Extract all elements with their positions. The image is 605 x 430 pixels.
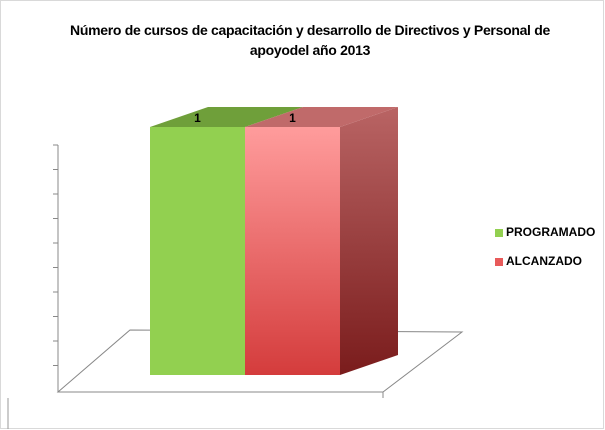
legend-swatch — [495, 258, 503, 266]
legend-label: PROGRAMADO — [506, 225, 595, 239]
legend: PROGRAMADO ALCANZADO — [495, 225, 595, 268]
legend-label: ALCANZADO — [506, 254, 582, 268]
legend-swatch — [495, 229, 503, 237]
data-label: 1 — [194, 111, 201, 125]
bar — [245, 107, 398, 375]
bar-top — [245, 107, 398, 127]
bar-side — [340, 107, 398, 375]
bar — [150, 107, 303, 375]
bar-top — [150, 107, 303, 127]
axis-ticks — [53, 144, 58, 366]
data-label: 1 — [289, 111, 296, 125]
bar-front — [150, 127, 245, 375]
bar-front — [245, 127, 340, 375]
chart-title: Número de cursos de capacitación y desar… — [70, 22, 550, 58]
